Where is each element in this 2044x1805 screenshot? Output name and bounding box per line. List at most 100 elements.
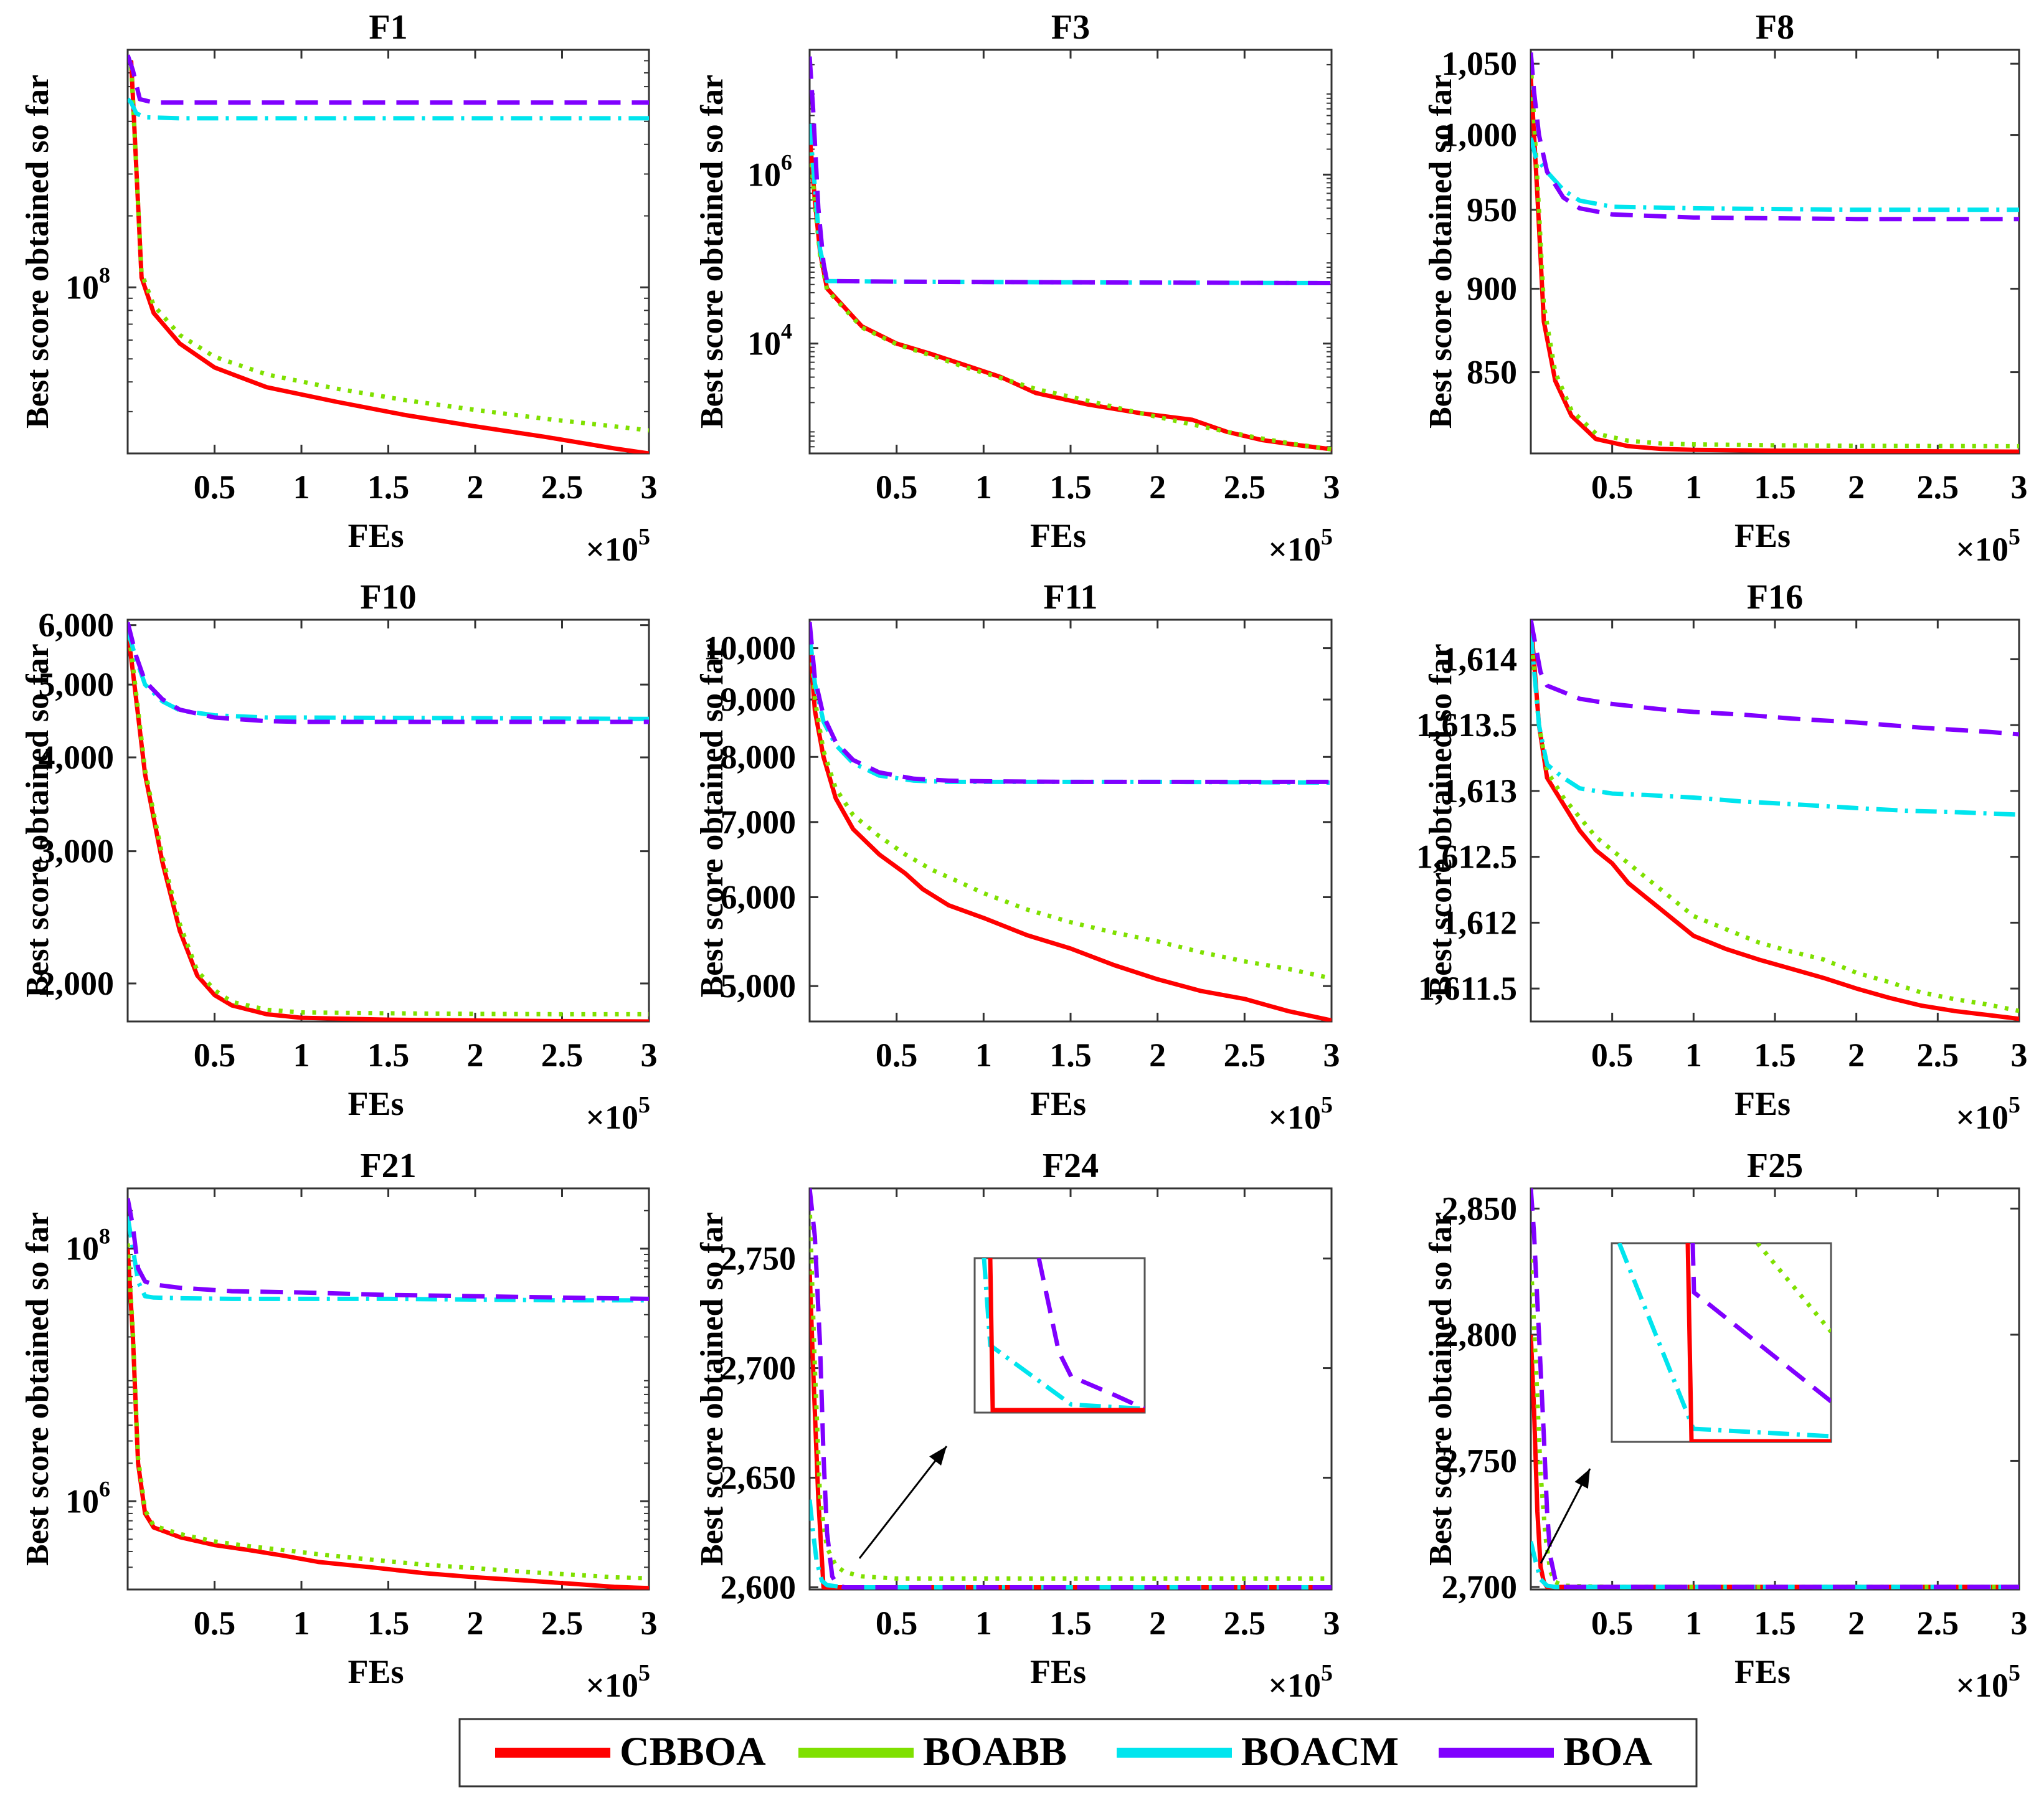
series-line-cbboa	[810, 638, 1332, 1021]
y-tick-label: 850	[1467, 354, 1517, 391]
legend-label: BOACM	[1241, 1729, 1399, 1774]
x-tick-label: 1.5	[1754, 1036, 1796, 1074]
x-tick-label: 2	[467, 468, 484, 506]
series-line-boacm	[1531, 137, 2019, 212]
x-tick-label: 0.5	[1591, 1036, 1634, 1074]
y-tick-label: 1,614	[1442, 640, 1518, 678]
y-tick-label: 2,750	[1442, 1442, 1518, 1479]
y-tick-label: 9,000	[721, 681, 797, 718]
y-tick-label: 1,000	[1442, 116, 1518, 154]
x-tick-label: 2.5	[1224, 1604, 1266, 1642]
chart-f24: 0.5 1 1.5 2 2.5 3 2,600 2,650 2,700 2,750 F24 FEs ×1…	[694, 1147, 1340, 1704]
series-line-boacm	[1531, 632, 2019, 817]
chart-title: F8	[1756, 8, 1794, 47]
x-tick-label: 3	[2011, 1036, 2028, 1074]
y-tick-label: 900	[1467, 270, 1517, 308]
y-tick-label: 950	[1467, 191, 1517, 229]
x-tick-label: 1.5	[1049, 468, 1092, 506]
x-tick-label: 1	[975, 468, 992, 506]
y-tick-label: 7,000	[721, 803, 797, 841]
x-multiplier: ×105	[585, 524, 650, 568]
x-multiplier: ×105	[1956, 1660, 2020, 1704]
x-tick-label: 3	[641, 1036, 658, 1074]
chart-f25: 0.5 1 1.5 2 2.5 3 2,700 2,750 2,800 2,850 F25 FEs ×1…	[1423, 1147, 2028, 1704]
series-line-boabb	[129, 66, 649, 433]
x-tick-label: 1	[1685, 468, 1702, 506]
x-tick-label: 0.5	[876, 1604, 918, 1642]
series-line-boa	[810, 1188, 1332, 1589]
x-tick-label: 2.5	[541, 1036, 584, 1074]
series-line-boa	[810, 56, 1332, 285]
chart-title: F24	[1043, 1147, 1099, 1185]
x-tick-label: 1.5	[1049, 1604, 1092, 1642]
x-tick-label: 1	[975, 1604, 992, 1642]
x-axis-label: FEs	[1030, 1653, 1086, 1690]
x-tick-label: 0.5	[194, 1036, 236, 1074]
x-multiplier: ×105	[585, 1660, 650, 1704]
y-tick-label: 1,612	[1442, 904, 1518, 941]
y-axis-label: Best score obtained so far	[20, 643, 55, 997]
series-line-boacm	[810, 123, 1332, 285]
y-tick-label: 1,611.5	[1418, 970, 1517, 1007]
x-tick-label: 2.5	[541, 468, 584, 506]
y-tick-label: 5,000	[721, 967, 797, 1005]
y-axis-label: Best score obtained so far	[20, 75, 55, 429]
y-tick-label: 6,000	[721, 878, 797, 916]
y-tick-label: 4,000	[39, 739, 115, 776]
chart-title: F1	[369, 8, 407, 47]
x-tick-label: 2	[1149, 468, 1166, 506]
x-tick-label: 2	[1149, 1036, 1166, 1074]
zoom-arrow	[858, 1446, 948, 1559]
legend-item-boacm: BOACM	[1117, 1729, 1399, 1774]
x-multiplier: ×105	[1268, 1092, 1333, 1136]
x-tick-label: 2.5	[1917, 1036, 1959, 1074]
y-tick-label: 2,000	[39, 965, 115, 1002]
y-tick-label: 108	[65, 1224, 110, 1267]
y-tick-label: 2,700	[1442, 1568, 1518, 1606]
x-multiplier: ×105	[585, 1092, 650, 1136]
x-tick-label: 1.5	[1049, 1036, 1092, 1074]
inset-line-boabb	[1756, 1243, 1831, 1334]
series-line-cbboa	[128, 630, 649, 1021]
x-tick-label: 1	[1685, 1604, 1702, 1642]
series-line-boacm	[1531, 1541, 2019, 1589]
y-axis-label: Best score obtained so far	[694, 75, 730, 429]
x-multiplier: ×105	[1956, 524, 2020, 568]
x-axis-label: FEs	[1030, 517, 1086, 554]
x-axis-label: FEs	[348, 1085, 404, 1122]
x-tick-label: 1	[293, 1604, 310, 1642]
x-tick-label: 2.5	[1917, 468, 1959, 506]
y-axis-label: Best score obtained so far	[1423, 75, 1459, 429]
x-tick-label: 1	[293, 1036, 310, 1074]
x-tick-label: 0.5	[876, 1036, 918, 1074]
chart-title: F10	[360, 578, 416, 617]
series-line-boacm	[810, 633, 1332, 785]
chart-title: F21	[360, 1147, 416, 1185]
zoom-inset-f25	[1540, 1242, 1832, 1564]
series-line-boa	[1531, 620, 2019, 737]
x-tick-label: 2.5	[541, 1604, 584, 1642]
x-tick-label: 1	[1685, 1036, 1702, 1074]
series-line-boa	[128, 622, 649, 724]
y-axis-label: Best score obtained so far	[694, 1212, 730, 1566]
y-tick-label: 2,800	[1442, 1316, 1518, 1353]
x-multiplier: ×105	[1268, 524, 1333, 568]
series-line-boa	[1531, 1188, 2019, 1589]
chart-title: F25	[1747, 1147, 1803, 1185]
y-tick-label: 106	[65, 1476, 110, 1520]
y-axis-label: Best score obtained so far	[20, 1212, 55, 1566]
x-axis-label: FEs	[1734, 517, 1791, 554]
x-axis-label: FEs	[1734, 1653, 1791, 1690]
series-line-boa	[810, 622, 1332, 784]
y-tick-label: 1,613.5	[1416, 706, 1517, 744]
x-tick-label: 2.5	[1224, 468, 1266, 506]
series-line-cbboa	[1531, 620, 2019, 1021]
legend-item-boabb: BOABB	[798, 1729, 1067, 1774]
x-axis-label: FEs	[1734, 1085, 1791, 1122]
y-tick-label: 1,612.5	[1416, 838, 1517, 876]
legend-label: BOA	[1563, 1729, 1652, 1774]
chart-f10: 0.5 1 1.5 2 2.5 3 2,000 3,000 4,000 5,000 6,000 F10…	[20, 578, 658, 1136]
y-tick-label: 106	[747, 149, 792, 193]
x-tick-label: 1.5	[1754, 1604, 1796, 1642]
